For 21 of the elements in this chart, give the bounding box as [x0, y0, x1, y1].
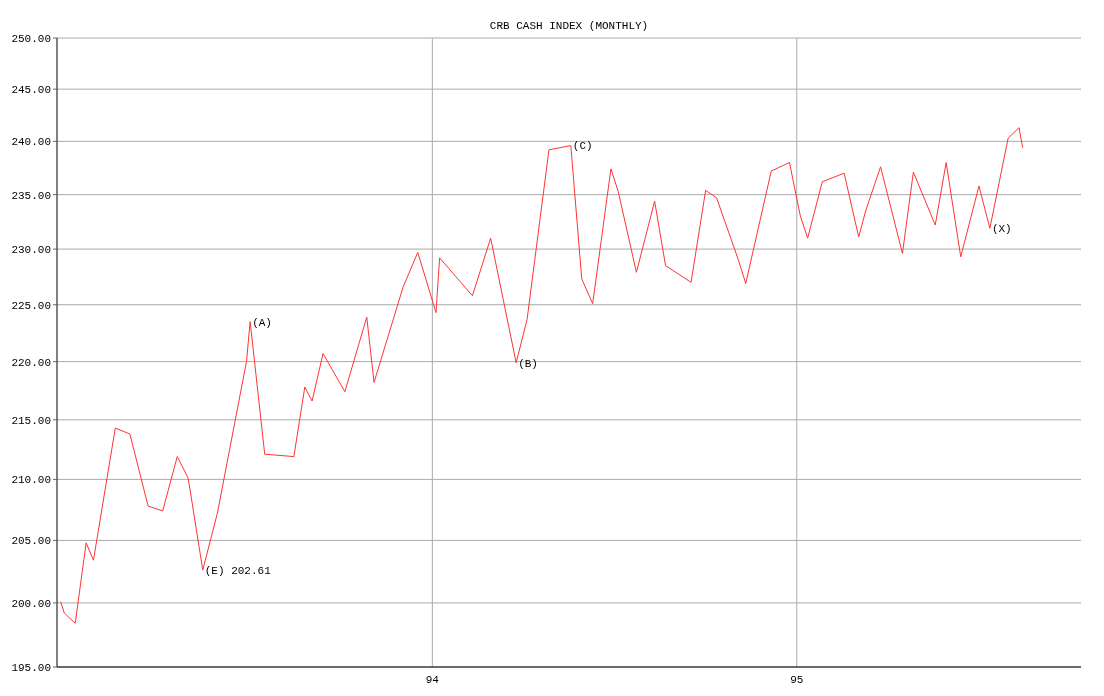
annotation: (C) — [572, 140, 593, 153]
annotation: (X) — [991, 223, 1012, 236]
y-tick-label: 240.00 — [11, 136, 51, 149]
annotation: (E) 202.61 — [204, 564, 272, 577]
y-tick-label: 220.00 — [11, 356, 51, 369]
y-tick-label: 205.00 — [11, 535, 51, 548]
chart-title: CRB CASH INDEX (MONTHLY) — [488, 20, 650, 32]
y-tick-label: 195.00 — [11, 661, 51, 674]
y-tick-label: 200.00 — [11, 597, 51, 610]
y-tick-label: 230.00 — [11, 243, 51, 256]
annotation: (A) — [252, 316, 272, 329]
x-tick-label: 94 — [425, 673, 440, 686]
x-tick-label: 95 — [790, 673, 804, 686]
y-tick-label: 225.00 — [11, 299, 51, 312]
y-tick-label: 210.00 — [11, 474, 51, 487]
line-series — [60, 127, 1024, 624]
annotation: (B) — [518, 357, 538, 370]
y-tick-label: 250.00 — [11, 32, 51, 45]
y-tick-label: 215.00 — [11, 414, 51, 427]
y-tick-label: 245.00 — [11, 84, 51, 97]
y-tick-label: 235.00 — [11, 189, 51, 202]
